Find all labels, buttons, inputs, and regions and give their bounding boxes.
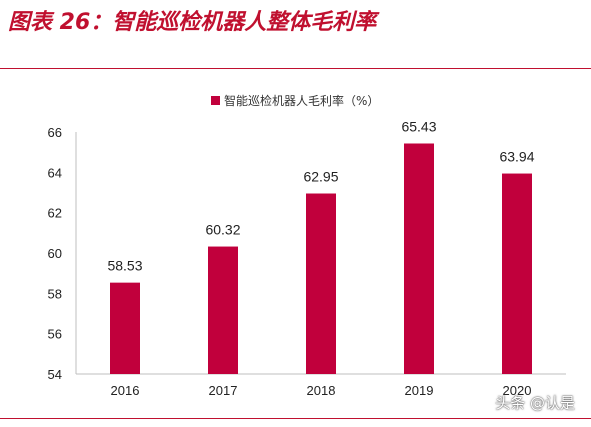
legend-swatch: [211, 96, 220, 105]
y-tick-label: 64: [48, 165, 62, 180]
bar-2018: [306, 193, 336, 374]
y-tick-label: 60: [48, 246, 62, 261]
y-tick-label: 54: [48, 367, 62, 382]
title-rule-top: [0, 68, 591, 69]
bar-2017: [208, 246, 238, 374]
y-axis-ticks: 54 56 58 60 62 64 66: [48, 125, 62, 382]
data-label: 65.43: [401, 118, 436, 134]
bars: [110, 143, 532, 374]
y-tick-label: 62: [48, 206, 62, 221]
y-tick-label: 66: [48, 125, 62, 140]
data-label: 60.32: [205, 222, 240, 238]
x-tick-label: 2020: [503, 383, 532, 398]
title-rule-bottom: [0, 418, 591, 419]
legend-label: 智能巡检机器人毛利率（%）: [224, 93, 379, 108]
y-tick-label: 56: [48, 327, 62, 342]
x-tick-label: 2019: [405, 383, 434, 398]
data-label: 62.95: [303, 169, 338, 185]
page-title: 图表 26：智能巡检机器人整体毛利率: [8, 10, 377, 35]
bar-2019: [404, 143, 434, 374]
x-tick-label: 2017: [209, 383, 238, 398]
y-tick-label: 58: [48, 286, 62, 301]
data-label: 63.94: [499, 149, 534, 165]
bar-2016: [110, 282, 140, 374]
bar-2020: [502, 173, 532, 374]
legend: 智能巡检机器人毛利率（%）: [211, 93, 379, 108]
data-labels: 58.53 60.32 62.95 65.43 63.94: [107, 118, 534, 273]
data-label: 58.53: [107, 258, 142, 274]
watermark: 头条 @认是: [495, 394, 575, 412]
x-tick-label: 2018: [307, 383, 336, 398]
x-axis-labels: 2016 2017 2018 2019 2020: [111, 383, 532, 398]
x-tick-label: 2016: [111, 383, 140, 398]
